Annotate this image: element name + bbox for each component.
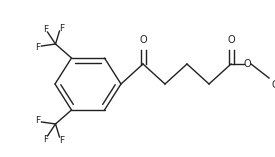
Text: O: O	[243, 59, 251, 69]
Text: O: O	[139, 35, 147, 45]
Text: F: F	[43, 135, 48, 144]
Text: F: F	[43, 24, 48, 33]
Text: CH₃: CH₃	[272, 80, 275, 90]
Text: F: F	[35, 43, 40, 51]
Text: O: O	[227, 35, 235, 45]
Text: F: F	[59, 24, 64, 32]
Text: F: F	[59, 136, 64, 146]
Text: F: F	[35, 116, 40, 125]
